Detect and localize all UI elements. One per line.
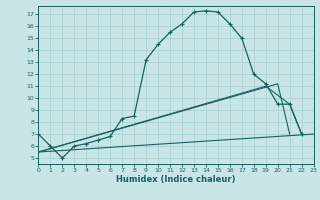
X-axis label: Humidex (Indice chaleur): Humidex (Indice chaleur) xyxy=(116,175,236,184)
